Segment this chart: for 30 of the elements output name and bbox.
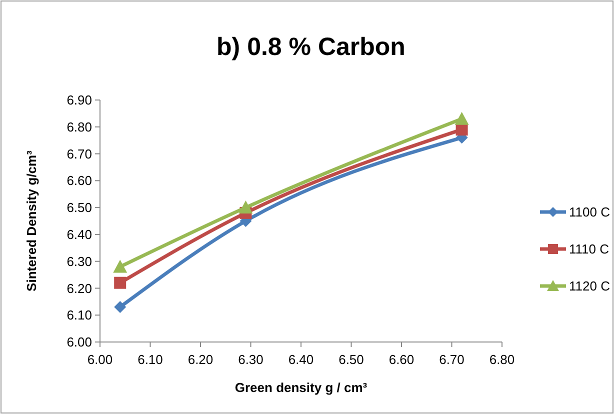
point — [113, 260, 128, 273]
x-tick-label: 6.10 — [138, 352, 163, 367]
y-tick-label: 6.30 — [66, 254, 92, 269]
point — [454, 112, 469, 125]
x-tick-label: 6.40 — [288, 352, 314, 367]
x-axis-title: Green density g / cm³ — [234, 380, 368, 395]
y-tick-label: 6.60 — [66, 173, 92, 188]
y-tick-label: 6.50 — [66, 200, 92, 216]
y-tick-label: 6.10 — [66, 308, 92, 323]
y-tick-label: 6.20 — [66, 280, 92, 296]
y-tick-label: 6.40 — [66, 226, 92, 242]
x-tick-label: 6.70 — [439, 352, 464, 367]
y-tick-label: 6.80 — [66, 119, 92, 134]
legend-label: 1120 C — [569, 278, 610, 294]
point — [114, 276, 126, 289]
x-tick-label: 6.00 — [87, 352, 113, 367]
legend-label: 1110 C — [569, 242, 609, 257]
y-tick-label: 6.90 — [66, 92, 92, 108]
x-tick-label: 6.60 — [388, 352, 414, 367]
x-tick-label: 6.30 — [238, 352, 264, 367]
chart-title: b) 0.8 % Carbon — [216, 33, 406, 61]
y-tick-label: 6.00 — [66, 334, 92, 350]
x-tick-label: 6.20 — [188, 352, 214, 367]
point — [238, 200, 253, 214]
x-tick-label: 6.50 — [338, 352, 364, 367]
point — [114, 301, 126, 314]
x-tick-label: 6.80 — [489, 352, 515, 367]
legend-label: 1100 C — [569, 204, 610, 220]
y-tick-label: 6.70 — [66, 146, 92, 162]
y-axis-title: Sintered Density g/cm³ — [24, 150, 39, 292]
